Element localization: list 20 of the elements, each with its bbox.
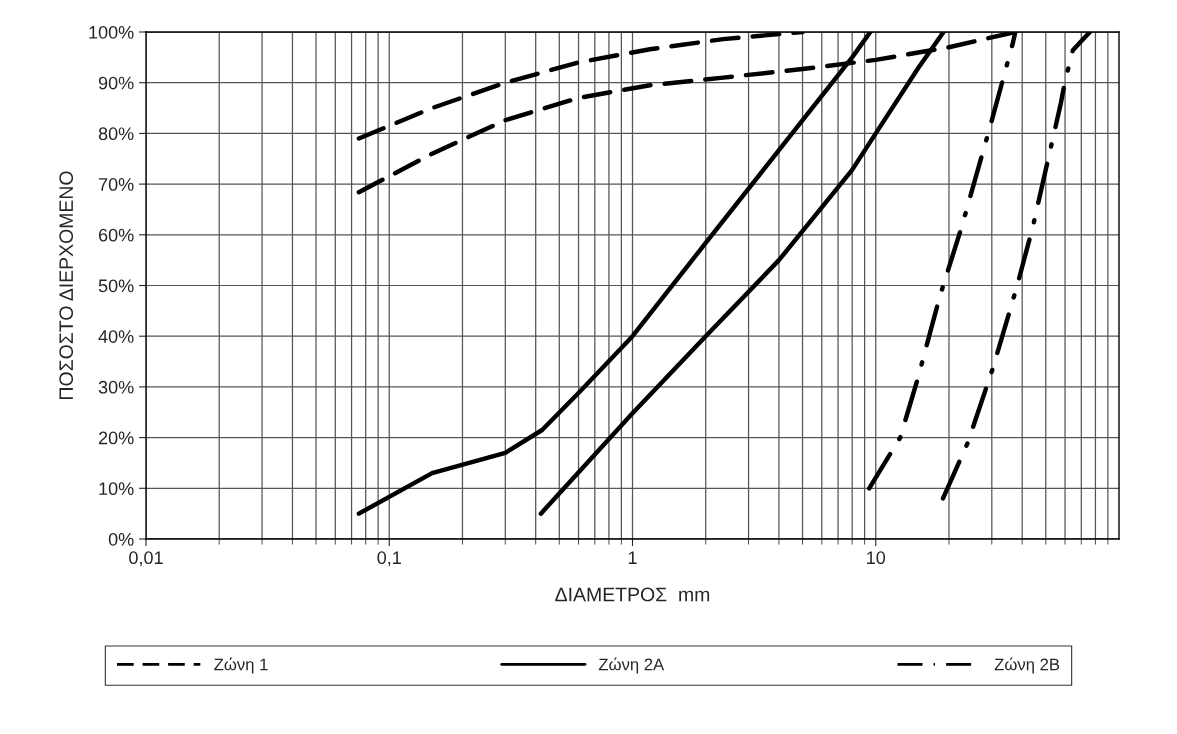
x-tick-label: 1 [628, 551, 637, 564]
x-tick-label: 0,01 [129, 551, 163, 567]
y-tick-label: 10% [99, 482, 134, 496]
y-tick-label: 100% [89, 25, 134, 39]
y-tick-label: 50% [98, 279, 134, 293]
legend-label: Ζώνη 2B [994, 657, 1060, 674]
y-tick-label: 30% [98, 380, 134, 394]
y-axis-title: ΠΟΣΟΣΤΟ ΔΙΕΡΧΟΜΕΝΟ [59, 171, 74, 399]
x-tick-label: 10 [867, 551, 886, 565]
y-tick-label: 0% [108, 532, 134, 546]
x-tick-label: 0,1 [377, 551, 401, 567]
y-tick-label: 80% [98, 127, 134, 141]
y-tick-label: 60% [98, 228, 134, 242]
y-tick-label: 40% [98, 330, 134, 343]
y-tick-label: 70% [98, 178, 134, 191]
y-tick-label: 20% [98, 431, 134, 445]
x-axis-title: ΔΙΑΜΕΤΡΟΣ mm [555, 587, 710, 602]
legend-label: Ζώνη 2A [598, 657, 665, 674]
y-tick-label: 90% [98, 76, 134, 90]
legend-label: Ζώνη 1 [214, 657, 268, 674]
